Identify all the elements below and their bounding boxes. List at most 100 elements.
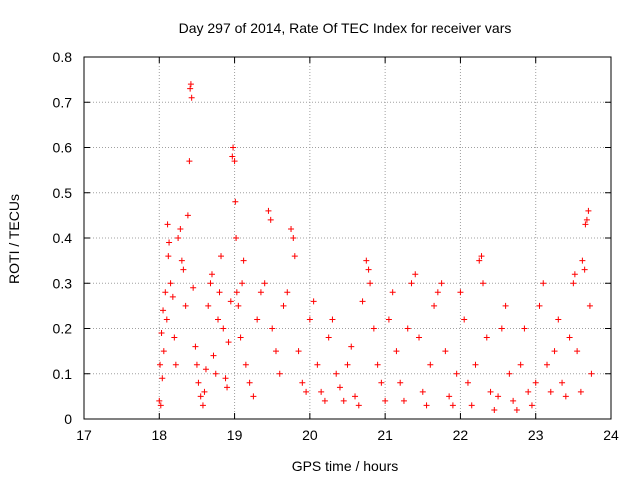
- data-point: [336, 384, 343, 391]
- data-point: [468, 402, 475, 409]
- data-point: [412, 271, 419, 278]
- data-point: [438, 280, 445, 287]
- data-point: [329, 316, 336, 323]
- data-point: [178, 257, 185, 264]
- data-point: [506, 370, 513, 377]
- data-point: [528, 402, 535, 409]
- data-point: [169, 293, 176, 300]
- data-point: [205, 302, 212, 309]
- data-point: [325, 334, 332, 341]
- data-point: [532, 379, 539, 386]
- data-point: [344, 361, 351, 368]
- data-point: [370, 325, 377, 332]
- data-point: [562, 393, 569, 400]
- data-point: [201, 388, 208, 395]
- data-point: [276, 370, 283, 377]
- data-point: [233, 289, 240, 296]
- data-point: [340, 397, 347, 404]
- data-point: [192, 343, 199, 350]
- data-point: [284, 289, 291, 296]
- y-tick-label: 0.3: [53, 275, 73, 291]
- data-point: [457, 289, 464, 296]
- data-point: [227, 298, 234, 305]
- data-point: [585, 207, 592, 214]
- data-point: [160, 307, 167, 314]
- data-point: [215, 316, 222, 323]
- data-point: [579, 257, 586, 264]
- data-point: [159, 375, 166, 382]
- data-point: [348, 343, 355, 350]
- data-point: [442, 348, 449, 355]
- data-point: [571, 271, 578, 278]
- data-point: [453, 370, 460, 377]
- data-point: [547, 388, 554, 395]
- data-point: [224, 384, 231, 391]
- data-point: [365, 266, 372, 273]
- data-point: [175, 235, 182, 241]
- data-point: [261, 280, 268, 287]
- data-point: [187, 85, 194, 92]
- y-tick-label: 0: [64, 411, 72, 427]
- data-point: [190, 284, 197, 291]
- data-point: [184, 212, 191, 219]
- data-point: [157, 402, 164, 409]
- data-point: [476, 257, 483, 264]
- data-point: [581, 266, 588, 273]
- data-point: [310, 298, 317, 305]
- y-tick-label: 0.4: [53, 230, 73, 246]
- data-point: [232, 198, 239, 205]
- data-point: [355, 402, 362, 409]
- data-point: [495, 393, 502, 400]
- data-point: [525, 388, 532, 395]
- data-point: [588, 370, 595, 377]
- data-point: [555, 316, 562, 323]
- data-point: [187, 81, 194, 88]
- data-point: [165, 253, 172, 260]
- data-point: [195, 379, 202, 386]
- data-point: [431, 302, 438, 309]
- data-point: [222, 375, 229, 382]
- data-point: [385, 316, 392, 323]
- x-tick-label: 20: [302, 427, 318, 443]
- data-point: [583, 216, 590, 223]
- data-point: [197, 393, 204, 400]
- data-point: [321, 397, 328, 404]
- data-point: [472, 361, 479, 368]
- data-point: [160, 348, 167, 355]
- data-point: [242, 361, 249, 368]
- data-point: [186, 158, 193, 165]
- data-point: [397, 379, 404, 386]
- x-tick-label: 23: [528, 427, 544, 443]
- data-point: [163, 316, 170, 323]
- data-point: [551, 348, 558, 355]
- data-points: [156, 81, 595, 413]
- data-point: [193, 361, 200, 368]
- data-point: [157, 361, 164, 368]
- x-tick-label: 17: [76, 427, 92, 443]
- data-point: [536, 302, 543, 309]
- data-point: [162, 289, 169, 296]
- data-point: [378, 379, 385, 386]
- data-point: [290, 235, 297, 241]
- data-point: [267, 216, 274, 223]
- data-point: [559, 379, 566, 386]
- x-axis-label: GPS time / hours: [292, 458, 399, 474]
- data-point: [483, 334, 490, 341]
- data-point: [586, 302, 593, 309]
- y-tick-label: 0.8: [53, 49, 73, 65]
- data-point: [544, 361, 551, 368]
- data-point: [367, 280, 374, 287]
- data-point: [156, 397, 163, 404]
- data-point: [208, 271, 215, 278]
- x-tick-label: 18: [151, 427, 167, 443]
- data-point: [363, 257, 370, 264]
- data-point: [434, 289, 441, 296]
- data-point: [207, 280, 214, 287]
- data-point: [478, 253, 485, 260]
- data-point: [464, 379, 471, 386]
- y-axis-label: ROTI / TECUs: [6, 194, 22, 284]
- data-point: [449, 402, 456, 409]
- data-point: [288, 225, 295, 232]
- data-point: [188, 94, 195, 101]
- data-point: [577, 388, 584, 395]
